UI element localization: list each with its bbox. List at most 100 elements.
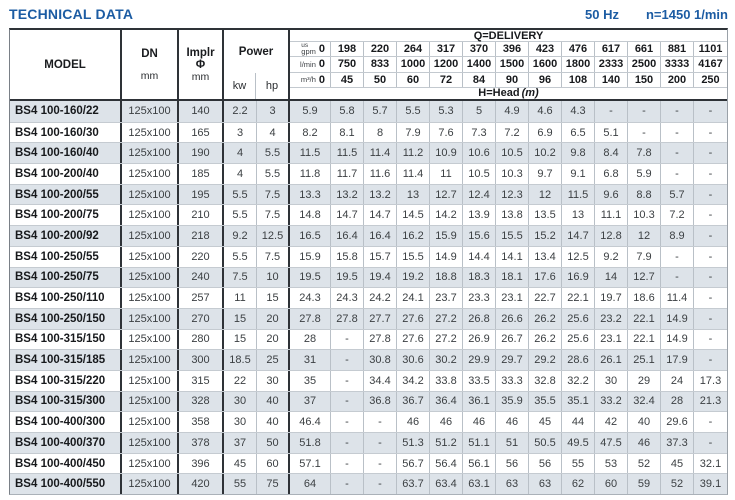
head-value-cell: 25.1: [628, 350, 661, 370]
kw-cell: 5.5: [224, 205, 257, 226]
kw-cell: 15: [224, 329, 257, 350]
head-value-cell: -: [628, 122, 661, 143]
model-cell: BS4 100-400/550: [10, 474, 122, 495]
head-value-cell: 5.3: [430, 101, 463, 122]
head-value-cell: 37: [290, 391, 331, 412]
kw-cell: 18.5: [224, 350, 257, 370]
head-value-cell: 8.2: [290, 122, 331, 143]
kw-cell: 3: [224, 122, 257, 143]
head-value-cell: 32.1: [699, 457, 722, 470]
head-value-cell: 11.7: [331, 164, 364, 184]
head-value-cell: 26.1: [595, 350, 628, 370]
head-value-cell: -: [708, 105, 713, 118]
table-body: BS4 100-160/22 125x100 140 2.2 3 5.9 5.8 5.7 5.5…: [10, 101, 727, 495]
head-value-cell: 46: [397, 412, 430, 432]
head-value-cell: 9.2: [595, 246, 628, 267]
dn-cell: 125x100: [122, 329, 179, 350]
head-value-cell: 32.8: [529, 370, 562, 391]
head-value-cell: 11.4: [364, 143, 397, 164]
hp-cell: 3: [257, 101, 290, 122]
head-value-cell: -: [708, 354, 713, 367]
head-value-cell: 8.8: [628, 184, 661, 205]
delivery-value-cell: 1200: [430, 57, 463, 72]
head-value-cell: -: [331, 329, 364, 350]
delivery-value-cell: 150: [628, 72, 661, 87]
head-value-cell: -: [708, 126, 713, 139]
delivery-value-cell: 198: [331, 42, 364, 57]
dn-cell: 125x100: [122, 474, 179, 495]
model-cell: BS4 100-400/300: [10, 412, 122, 432]
model-cell: BS4 100-160/30: [10, 122, 122, 143]
head-value-cell: -: [708, 250, 713, 263]
head-value-cell: -: [661, 164, 694, 184]
delivery-value-cell: 1500: [496, 57, 529, 72]
head-value-cell: 8.1: [331, 122, 364, 143]
head-value-cell: -: [708, 333, 713, 346]
head-title: H=Head (m): [478, 86, 539, 99]
head-value-cell: 23.2: [595, 308, 628, 329]
dn-cell: 125x100: [122, 391, 179, 412]
head-value-cell: 51.1: [463, 433, 496, 453]
head-value-cell: -: [661, 101, 694, 122]
head-value-cell: 13.5: [529, 205, 562, 226]
delivery-unit-cell: us gpm 0: [290, 42, 331, 57]
head-value-cell: 12.3: [496, 184, 529, 205]
dn-cell: 125x100: [122, 122, 179, 143]
head-value-cell: 15.9: [290, 246, 331, 267]
dn-cell: 125x100: [122, 184, 179, 205]
head-value-cell: 44: [562, 412, 595, 432]
delivery-title: Q=DELIVERY: [290, 30, 727, 42]
head-value-cell: -: [661, 267, 694, 288]
hp-cell: 5.5: [257, 143, 290, 164]
head-value-cell: 22.1: [628, 308, 661, 329]
model-cell: BS4 100-315/150: [10, 329, 122, 350]
hp-cell: 4: [257, 122, 290, 143]
head-value-cell: 14.8: [290, 205, 331, 226]
head-value-cell: 62: [562, 474, 595, 495]
kw-cell: 2.2: [224, 101, 257, 122]
model-cell: BS4 100-200/75: [10, 205, 122, 226]
implr-cell: 140: [179, 101, 224, 122]
hp-cell: 75: [257, 474, 290, 495]
implr-cell: 165: [179, 122, 224, 143]
head-value-cell: -: [708, 436, 713, 449]
implr-cell: 315: [179, 370, 224, 391]
delivery-value-cell: 96: [529, 72, 562, 87]
head-value-cell: -: [331, 350, 364, 370]
implr-cell: 396: [179, 453, 224, 474]
head-value-cell: 51: [496, 433, 529, 453]
delivery-value-cell: 200: [661, 72, 694, 87]
head-value-cell: 23.7: [430, 288, 463, 308]
head-value-cell: 13: [562, 205, 595, 226]
head-value-cell: 29.2: [529, 350, 562, 370]
head-value-cell: 22.1: [628, 329, 661, 350]
head-value-cell: 59: [628, 474, 661, 495]
table-row: BS4 100-250/75 125x100 240 7.5 10 19.5 19.5 19.…: [10, 266, 727, 288]
head-value-cell: 14.5: [397, 205, 430, 226]
head-value-cell: 29.6: [661, 412, 694, 432]
head-value-cell: 17.3: [699, 374, 722, 387]
hp-cell: 60: [257, 453, 290, 474]
head-value-cell: 11.5: [331, 143, 364, 164]
dn-cell: 125x100: [122, 246, 179, 267]
head-value-cell: 33.2: [595, 391, 628, 412]
implr-cell: 358: [179, 412, 224, 432]
table-row: BS4 100-250/55 125x100 220 5.5 7.5 15.9 15.8 15…: [10, 245, 727, 267]
head-value-cell: -: [595, 101, 628, 122]
head-value-cell: 5: [463, 101, 496, 122]
head-value-cell: -: [708, 312, 713, 325]
head-value-cell: 63: [496, 474, 529, 495]
head-value-cell: 9.6: [595, 184, 628, 205]
head-value-cell: 10.3: [496, 164, 529, 184]
head-value-cell: 27.2: [430, 329, 463, 350]
head-value-cell: 52: [628, 453, 661, 474]
table-row: BS4 100-400/300 125x100 358 30 40 46.4- -46 46 4…: [10, 411, 727, 432]
head-value-cell: 27.8: [331, 308, 364, 329]
head-value-cell: 13.8: [496, 205, 529, 226]
head-value-cell: 10.5: [496, 143, 529, 164]
dn-cell: 125x100: [122, 205, 179, 226]
head-value-cell: 5.7: [364, 101, 397, 122]
head-value-cell: 12: [628, 226, 661, 246]
head-value-cell: 31: [290, 350, 331, 370]
